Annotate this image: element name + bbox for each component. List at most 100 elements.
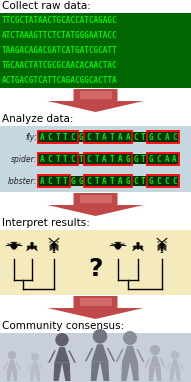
Text: C: C: [86, 133, 91, 141]
Bar: [38, 176, 178, 186]
Circle shape: [8, 351, 16, 359]
Ellipse shape: [161, 251, 163, 253]
Polygon shape: [48, 89, 143, 112]
Text: TTCGCTATAACTGCACCATCAGAGC: TTCGCTATAACTGCACCATCAGAGC: [2, 16, 118, 25]
Polygon shape: [170, 360, 180, 370]
Polygon shape: [54, 347, 70, 363]
Text: A: A: [102, 176, 107, 186]
Text: C: C: [172, 133, 177, 141]
Text: C: C: [86, 176, 91, 186]
Polygon shape: [85, 348, 93, 361]
Polygon shape: [30, 371, 35, 381]
Bar: [37, 131, 78, 143]
Bar: [0, 13, 191, 88]
Text: G: G: [71, 176, 75, 186]
Text: A: A: [40, 133, 44, 141]
Text: T: T: [141, 176, 146, 186]
Circle shape: [30, 242, 34, 245]
Bar: [0, 333, 191, 382]
Text: A: A: [125, 133, 130, 141]
Text: C: C: [157, 176, 161, 186]
Text: T: T: [63, 133, 68, 141]
Polygon shape: [155, 367, 161, 381]
Polygon shape: [166, 362, 171, 370]
Circle shape: [171, 351, 179, 359]
Text: lobster:: lobster:: [8, 176, 37, 186]
Bar: [147, 153, 179, 165]
Text: Community consensus:: Community consensus:: [2, 321, 124, 331]
Text: T: T: [63, 154, 68, 163]
Text: T: T: [79, 154, 83, 163]
Text: C: C: [157, 154, 161, 163]
Text: G: G: [133, 154, 138, 163]
Polygon shape: [121, 362, 130, 381]
Text: T: T: [63, 176, 68, 186]
Text: G: G: [149, 154, 153, 163]
Polygon shape: [68, 350, 76, 363]
Ellipse shape: [52, 244, 56, 247]
Text: C: C: [71, 133, 75, 141]
Polygon shape: [39, 363, 43, 371]
Text: ATCTAAAGTTCTCTATGGGAATACC: ATCTAAAGTTCTCTATGGGAATACC: [2, 31, 118, 40]
Circle shape: [55, 333, 69, 346]
Polygon shape: [107, 348, 115, 361]
Bar: [38, 154, 178, 164]
Polygon shape: [100, 361, 109, 381]
Ellipse shape: [53, 249, 55, 251]
Ellipse shape: [140, 245, 143, 248]
Polygon shape: [7, 360, 17, 370]
Polygon shape: [12, 370, 17, 381]
Polygon shape: [175, 370, 180, 381]
Text: G: G: [79, 133, 83, 141]
Polygon shape: [62, 363, 70, 381]
Ellipse shape: [52, 243, 56, 246]
Ellipse shape: [140, 248, 142, 249]
Text: A: A: [102, 154, 107, 163]
Ellipse shape: [53, 248, 56, 250]
Text: C: C: [71, 154, 75, 163]
Text: A: A: [118, 154, 122, 163]
Ellipse shape: [161, 249, 163, 251]
Text: A: A: [172, 154, 177, 163]
Polygon shape: [179, 362, 184, 370]
Circle shape: [93, 329, 107, 343]
Text: T: T: [94, 176, 99, 186]
Polygon shape: [170, 370, 175, 381]
Text: A: A: [102, 133, 107, 141]
Polygon shape: [92, 344, 108, 361]
Text: fly:: fly:: [25, 133, 37, 141]
Text: G: G: [125, 154, 130, 163]
Polygon shape: [35, 371, 40, 381]
Bar: [0, 230, 191, 295]
Polygon shape: [145, 358, 150, 367]
Ellipse shape: [157, 241, 159, 243]
Bar: [84, 175, 132, 187]
Text: Collect raw data:: Collect raw data:: [2, 1, 91, 11]
Ellipse shape: [160, 248, 163, 250]
Text: G: G: [149, 176, 153, 186]
Ellipse shape: [30, 244, 34, 249]
Text: C: C: [164, 176, 169, 186]
Circle shape: [117, 242, 120, 245]
Ellipse shape: [49, 241, 51, 243]
Polygon shape: [160, 358, 165, 367]
Polygon shape: [27, 363, 31, 371]
Ellipse shape: [28, 248, 30, 249]
Ellipse shape: [53, 241, 55, 243]
Bar: [37, 175, 70, 187]
Bar: [147, 175, 179, 187]
Text: T: T: [141, 133, 146, 141]
Text: T: T: [94, 154, 99, 163]
Polygon shape: [48, 193, 143, 216]
Bar: [37, 153, 78, 165]
Polygon shape: [130, 362, 139, 381]
Ellipse shape: [165, 241, 167, 243]
Polygon shape: [53, 363, 62, 381]
Text: C: C: [157, 133, 161, 141]
Polygon shape: [149, 367, 155, 381]
Ellipse shape: [160, 244, 164, 247]
Circle shape: [115, 244, 121, 250]
Ellipse shape: [27, 245, 30, 248]
Polygon shape: [122, 346, 138, 362]
Ellipse shape: [160, 246, 164, 248]
